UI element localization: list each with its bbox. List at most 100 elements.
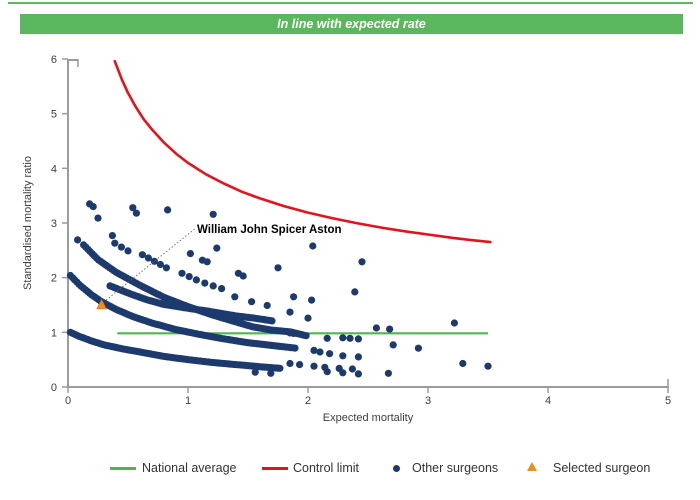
other-surgeon-dot[interactable] bbox=[132, 209, 140, 217]
other-surgeon-dot[interactable] bbox=[164, 206, 172, 214]
other-surgeon-dot[interactable] bbox=[150, 257, 158, 265]
other-surgeon-dot[interactable] bbox=[192, 276, 200, 284]
other-surgeon-dot[interactable] bbox=[459, 359, 467, 368]
legend-selected-surgeon-triangle-swatch bbox=[527, 462, 537, 471]
y-tick-label: 6 bbox=[51, 54, 57, 66]
other-surgeon-dot[interactable] bbox=[346, 334, 354, 342]
other-surgeon-dot[interactable] bbox=[302, 332, 310, 340]
other-surgeon-dot[interactable] bbox=[414, 344, 422, 352]
y-tick-label: 2 bbox=[51, 273, 57, 285]
other-surgeon-dot[interactable] bbox=[267, 369, 275, 377]
funnel-plot-chart: 0 1 2 3 4 5 6 0 1 2 3 4 5 Expected mortality Standardi… bbox=[22, 54, 671, 424]
other-surgeon-dot[interactable] bbox=[304, 314, 312, 322]
y-tick-label: 1 bbox=[51, 327, 57, 339]
legend-control-limit-label: Control limit bbox=[293, 461, 359, 475]
other-surgeon-dot[interactable] bbox=[323, 368, 331, 376]
other-surgeon-dot[interactable] bbox=[201, 279, 209, 287]
other-surgeon-dot[interactable] bbox=[326, 350, 334, 358]
x-tick-label: 5 bbox=[665, 395, 671, 407]
other-surgeon-dot[interactable] bbox=[263, 301, 271, 310]
other-surgeon-dot[interactable] bbox=[111, 239, 119, 247]
selected-surgeon-marker[interactable] bbox=[96, 298, 107, 310]
other-surgeon-dot[interactable] bbox=[74, 236, 82, 244]
other-surgeon-dot[interactable] bbox=[384, 369, 392, 377]
other-surgeon-dot[interactable] bbox=[450, 319, 458, 327]
funnel-plot-svg: 0 1 2 3 4 5 6 0 1 2 3 4 5 Expected mortality Standardi… bbox=[22, 54, 671, 424]
status-banner: In line with expected rate bbox=[20, 14, 683, 34]
y-tick-label: 3 bbox=[51, 218, 57, 230]
other-surgeon-dot[interactable] bbox=[274, 264, 282, 272]
other-surgeon-dot[interactable] bbox=[358, 258, 366, 266]
other-surgeon-dot[interactable] bbox=[310, 346, 318, 354]
other-surgeon-dot[interactable] bbox=[268, 317, 276, 325]
other-surgeon-dot[interactable] bbox=[354, 353, 362, 361]
other-surgeon-dot[interactable] bbox=[124, 247, 132, 255]
other-surgeon-dot[interactable] bbox=[144, 254, 152, 262]
other-surgeon-dot[interactable] bbox=[89, 203, 97, 211]
other-surgeon-dot[interactable] bbox=[354, 370, 362, 378]
legend-other-surgeons-dot-swatch bbox=[393, 465, 400, 472]
x-tick-label: 4 bbox=[545, 395, 551, 407]
other-surgeon-dot[interactable] bbox=[291, 344, 299, 352]
other-surgeon-dot[interactable] bbox=[156, 260, 164, 269]
other-surgeon-dot[interactable] bbox=[209, 210, 217, 218]
legend-selected-surgeon-label: Selected surgeon bbox=[553, 461, 651, 475]
x-tick-label: 3 bbox=[425, 395, 431, 407]
legend-control-limit-line-swatch bbox=[262, 467, 288, 470]
other-surgeon-dot[interactable] bbox=[290, 329, 298, 337]
other-surgeon-dot[interactable] bbox=[286, 359, 294, 368]
other-surgeon-dot[interactable] bbox=[94, 214, 102, 222]
other-surgeon-dot[interactable] bbox=[339, 369, 347, 377]
x-tick-label: 0 bbox=[65, 395, 71, 407]
other-surgeon-dot[interactable] bbox=[354, 335, 362, 343]
other-surgeon-dot[interactable] bbox=[316, 348, 324, 356]
other-surgeon-dot[interactable] bbox=[389, 341, 397, 349]
other-surgeon-dot[interactable] bbox=[108, 232, 116, 240]
control-limit-curve bbox=[113, 59, 492, 244]
other-surgeon-dot[interactable] bbox=[309, 242, 317, 250]
other-surgeon-dot[interactable] bbox=[308, 296, 316, 304]
other-surgeon-dot[interactable] bbox=[276, 364, 284, 372]
other-surgeon-dot[interactable] bbox=[339, 352, 347, 360]
x-tick-label: 1 bbox=[185, 395, 191, 407]
status-banner-text: In line with expected rate bbox=[277, 17, 426, 31]
other-surgeon-dot[interactable] bbox=[286, 308, 294, 316]
other-surgeon-dot[interactable] bbox=[178, 269, 186, 277]
legend-national-average-label: National average bbox=[142, 461, 237, 475]
y-tick-label: 0 bbox=[51, 382, 57, 394]
other-surgeon-dot[interactable] bbox=[213, 244, 221, 252]
other-surgeon-dot[interactable] bbox=[117, 243, 125, 251]
other-surgeon-dot[interactable] bbox=[129, 204, 137, 212]
other-surgeon-dot[interactable] bbox=[372, 324, 380, 332]
other-surgeon-dot[interactable] bbox=[209, 282, 217, 290]
annotation-connector-line bbox=[105, 228, 195, 301]
x-tick-label: 2 bbox=[305, 395, 311, 407]
other-surgeon-dot[interactable] bbox=[348, 365, 356, 373]
y-axis-title: Standardised mortality ratio bbox=[22, 156, 34, 290]
other-surgeon-dot[interactable] bbox=[203, 258, 211, 266]
other-surgeon-dot[interactable] bbox=[339, 334, 347, 342]
other-surgeon-dot[interactable] bbox=[484, 362, 492, 370]
other-surgeon-dot[interactable] bbox=[310, 362, 318, 370]
legend-national-average-line-swatch bbox=[110, 467, 136, 470]
other-surgeon-dot[interactable] bbox=[296, 361, 304, 369]
other-surgeon-dot[interactable] bbox=[162, 264, 170, 272]
other-surgeon-dot[interactable] bbox=[323, 334, 331, 342]
other-surgeon-dot[interactable] bbox=[218, 285, 226, 293]
other-surgeon-dot[interactable] bbox=[248, 298, 256, 306]
other-surgeon-dot[interactable] bbox=[290, 293, 298, 301]
other-surgeon-dot[interactable] bbox=[239, 272, 247, 280]
other-surgeon-dot[interactable] bbox=[386, 325, 394, 333]
selected-surgeon-name-label: William John Spicer Aston bbox=[197, 224, 342, 236]
other-surgeon-dot[interactable] bbox=[231, 293, 239, 301]
other-surgeon-dot[interactable] bbox=[251, 368, 259, 376]
y-tick-label: 4 bbox=[51, 163, 57, 175]
y-tick-label: 5 bbox=[51, 109, 57, 121]
chart-legend: National average Control limit Other sur… bbox=[0, 455, 700, 485]
other-surgeon-dot[interactable] bbox=[186, 250, 194, 258]
other-surgeon-dot[interactable] bbox=[138, 251, 146, 259]
page-top-border bbox=[8, 2, 693, 4]
other-surgeon-dot[interactable] bbox=[185, 273, 193, 281]
other-surgeon-dot[interactable] bbox=[351, 288, 359, 296]
